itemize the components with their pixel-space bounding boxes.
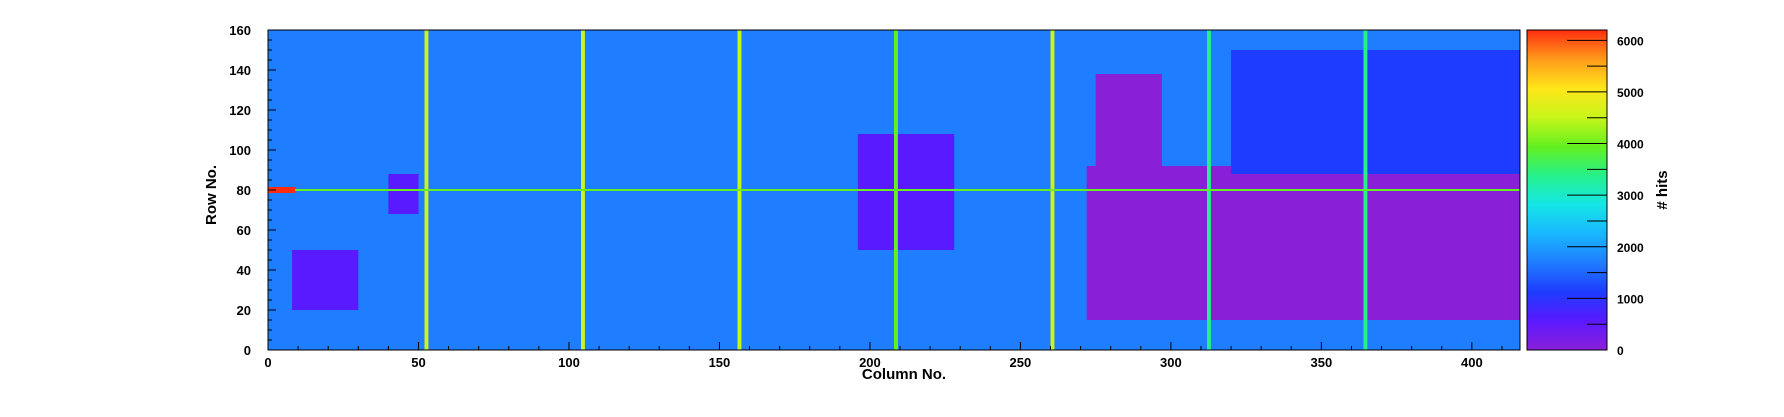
x-tick-label: 150 [709, 355, 731, 370]
z-tick-label: 2000 [1617, 241, 1644, 255]
z-tick-label: 1000 [1617, 292, 1644, 306]
x-tick-label: 300 [1160, 355, 1182, 370]
axes: 0 50 100 150 200 250 300 350 400 0 20 40 60 80 100 120 1… [229, 23, 1503, 370]
x-tick-label: 50 [411, 355, 425, 370]
y-tick-label: 120 [229, 103, 251, 118]
x-tick-label: 100 [558, 355, 580, 370]
y-tick-label: 100 [229, 143, 251, 158]
hot-spot [268, 187, 296, 193]
z-tick-label: 6000 [1617, 34, 1644, 48]
hot-row [268, 189, 1520, 191]
z-tick-label: 3000 [1617, 189, 1644, 203]
y-tick-label: 0 [244, 343, 251, 358]
color-scale-bar [1526, 29, 1608, 351]
y-tick-label: 160 [229, 23, 251, 38]
color-scale-label: # hits [1654, 170, 1671, 209]
heatmap-region [857, 134, 955, 250]
x-axis-label: Column No. [862, 366, 946, 383]
y-tick-label: 20 [237, 303, 251, 318]
z-tick-label: 4000 [1617, 138, 1644, 152]
heatmap-hot-lines [268, 30, 1520, 350]
color-scale-axis: 0 1000 2000 3000 4000 5000 6000 [1567, 34, 1644, 358]
heatmap-region [388, 174, 419, 214]
heatmap-region [1095, 74, 1162, 310]
x-tick-label: 200 [859, 355, 881, 370]
y-tick-label: 140 [229, 63, 251, 78]
x-tick-label: 250 [1010, 355, 1032, 370]
y-axis-label: Row No. [203, 165, 220, 225]
x-tick-label: 400 [1461, 355, 1483, 370]
y-tick-label: 40 [237, 263, 251, 278]
z-tick-label: 5000 [1617, 86, 1644, 100]
heatmap-region [292, 250, 359, 310]
z-tick-label: 0 [1617, 344, 1624, 358]
y-tick-label: 60 [237, 223, 251, 238]
x-tick-label: 350 [1311, 355, 1333, 370]
x-tick-label: 0 [264, 355, 271, 370]
heatmap-region [1231, 50, 1520, 174]
y-tick-label: 80 [237, 183, 251, 198]
